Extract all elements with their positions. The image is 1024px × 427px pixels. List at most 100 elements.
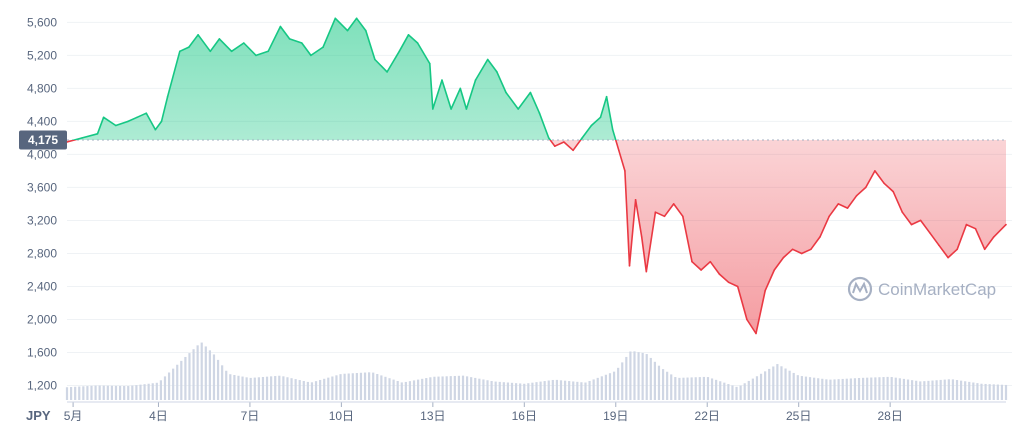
data-point	[127, 120, 129, 123]
data-point	[983, 248, 986, 251]
data-point	[691, 260, 693, 263]
data-point	[791, 248, 794, 251]
data-point	[554, 145, 556, 147]
data-point	[919, 219, 922, 222]
data-point	[993, 236, 995, 238]
data-point	[459, 87, 462, 90]
data-point	[230, 50, 233, 53]
y-tick-label: 2,800	[27, 246, 57, 260]
x-tick-label: 16日	[512, 409, 537, 423]
data-point	[407, 34, 410, 36]
data-point	[529, 91, 532, 94]
data-point	[416, 42, 419, 44]
y-tick-label: 5,200	[27, 48, 57, 62]
data-point	[255, 54, 257, 57]
y-tick-label: 3,600	[27, 180, 57, 194]
y-tick-label: 4,000	[27, 147, 57, 161]
data-point	[727, 281, 730, 284]
data-point	[334, 17, 337, 20]
area-fill-down	[67, 140, 1006, 334]
data-point	[892, 190, 894, 193]
x-tick-label: 19日	[603, 409, 628, 423]
watermark: CoinMarketCap	[847, 276, 996, 302]
price-line	[66, 17, 1007, 335]
data-point	[267, 50, 270, 53]
data-point	[709, 260, 712, 263]
data-point	[672, 203, 675, 205]
data-point	[828, 215, 830, 218]
data-point	[611, 128, 614, 131]
data-point	[581, 137, 583, 139]
data-point	[628, 265, 631, 267]
data-point	[81, 137, 83, 139]
x-axis: 5月 4日 7日 10日 13日 16日 19日 22日 25日 28日	[64, 401, 1006, 423]
price-line-up	[71, 17, 617, 140]
y-tick-label: 2,000	[27, 312, 57, 326]
y-tick-label: 2,400	[27, 279, 57, 293]
data-point	[496, 71, 498, 73]
y-tick-label: 3,200	[27, 213, 57, 227]
data-point	[929, 232, 931, 234]
data-point	[102, 116, 105, 119]
data-point	[310, 54, 312, 57]
data-point	[682, 215, 684, 218]
data-point	[663, 215, 666, 218]
data-point	[486, 58, 489, 61]
data-point	[279, 25, 282, 28]
data-point	[386, 71, 388, 73]
data-point	[938, 244, 940, 246]
data-point	[505, 91, 507, 94]
data-point	[429, 62, 431, 65]
data-point	[974, 227, 977, 230]
data-point	[145, 112, 148, 114]
data-point	[965, 223, 968, 226]
data-point	[837, 203, 840, 205]
data-point	[398, 50, 401, 53]
data-point	[243, 42, 245, 44]
data-point	[346, 29, 349, 32]
watermark-text: CoinMarketCap	[878, 280, 996, 299]
data-point	[755, 332, 757, 335]
data-point	[718, 273, 721, 275]
x-tick-label: 7日	[241, 409, 260, 423]
data-point	[288, 38, 291, 40]
data-point	[865, 186, 867, 189]
area-fill-up	[67, 18, 1006, 140]
data-point	[432, 108, 434, 110]
data-point	[736, 285, 739, 288]
data-point	[605, 95, 608, 98]
x-tick-label: 4日	[149, 409, 168, 423]
data-point	[115, 124, 117, 127]
data-point	[209, 50, 212, 53]
x-tick-label: 22日	[695, 409, 720, 423]
data-point	[846, 207, 849, 209]
data-point	[956, 248, 958, 251]
data-point	[322, 46, 324, 48]
x-tick-label: 10日	[329, 409, 354, 423]
data-point	[572, 149, 574, 152]
data-point	[474, 79, 477, 81]
data-point	[441, 79, 443, 81]
y-tick-label: 4,800	[27, 81, 57, 95]
coinmarketcap-logo-icon	[847, 276, 873, 302]
data-point	[365, 29, 367, 32]
data-point	[465, 108, 468, 110]
data-point	[166, 95, 169, 98]
x-tick-label: 28日	[877, 409, 902, 423]
x-tick-label: 13日	[420, 409, 445, 423]
data-point	[188, 46, 190, 48]
data-point	[764, 289, 766, 292]
data-point	[819, 236, 821, 238]
data-point	[746, 318, 748, 321]
data-point	[538, 112, 541, 114]
data-point	[136, 116, 138, 119]
data-point	[624, 170, 626, 172]
data-point	[634, 199, 637, 201]
reference-value-label: 4,175	[28, 133, 58, 147]
data-point	[517, 108, 519, 110]
data-point	[218, 38, 221, 40]
data-point	[910, 223, 913, 226]
data-point	[855, 194, 858, 197]
data-point	[901, 211, 904, 213]
